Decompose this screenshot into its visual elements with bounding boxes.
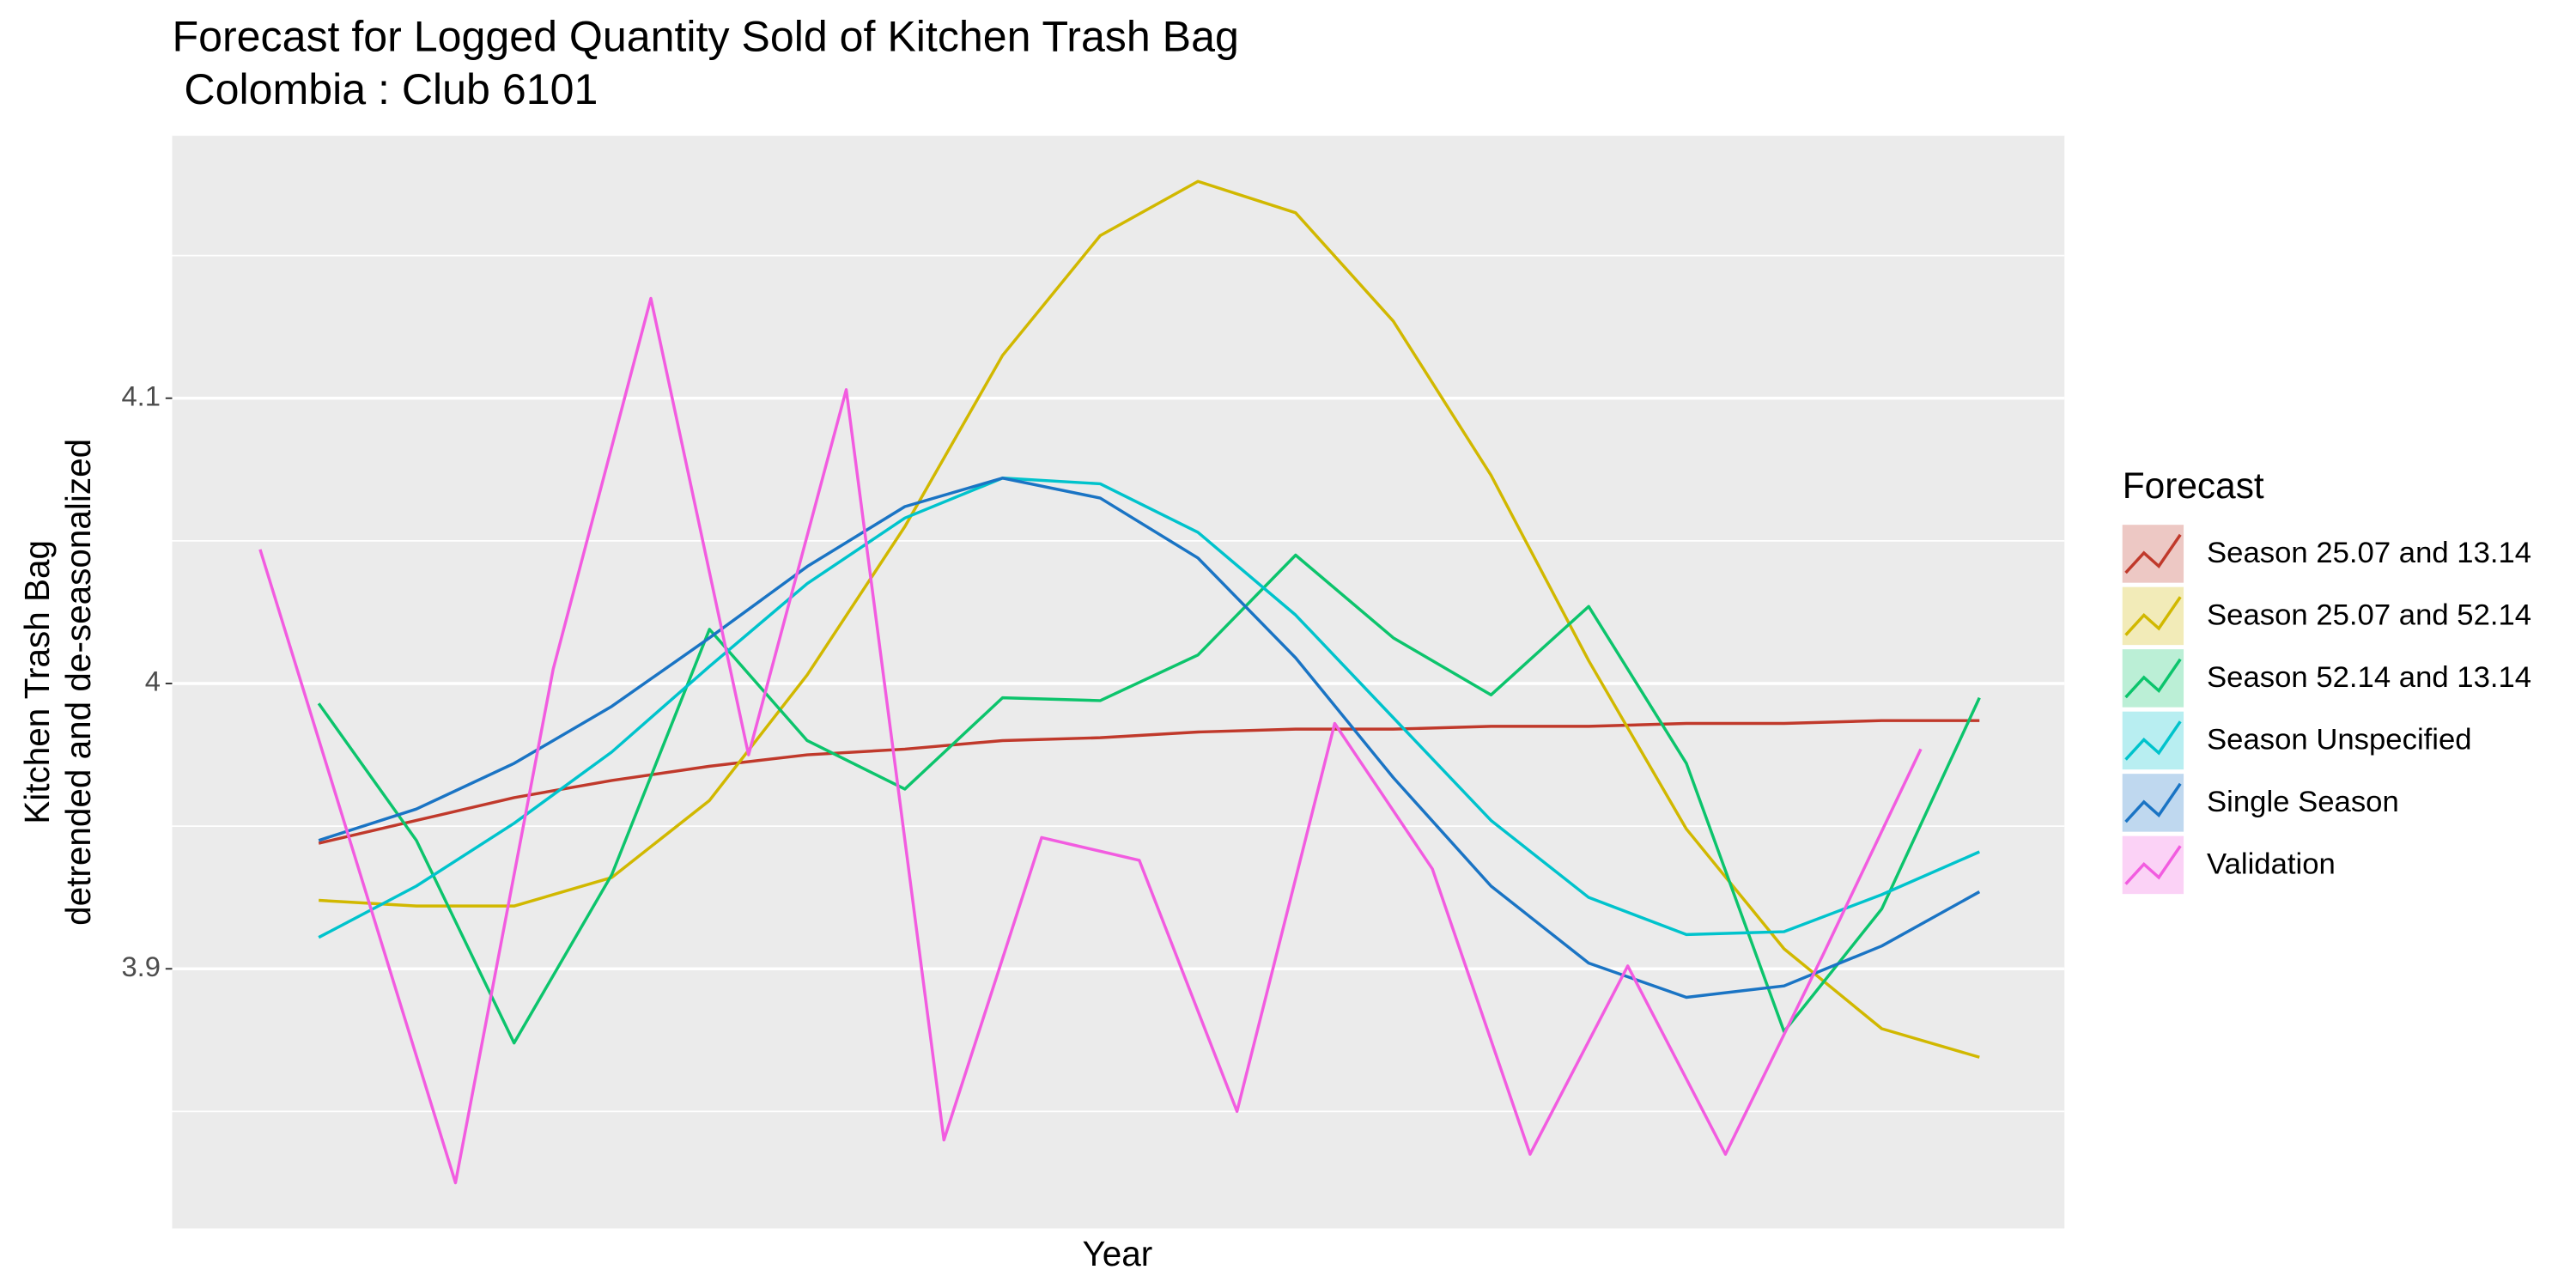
series-line: [319, 179, 1980, 1059]
legend-key-fill: [2122, 774, 2184, 832]
y-tick-label: 4: [145, 665, 161, 697]
legend-label: Season Unspecified: [2207, 724, 2472, 756]
series-line: [318, 477, 1981, 999]
legend-label: Validation: [2207, 848, 2336, 881]
legend-key-line: [2124, 720, 2182, 761]
chart-title: Forecast for Logged Quantity Sold of Kit…: [173, 13, 1239, 61]
legend-label: Season 52.14 and 13.14: [2207, 661, 2531, 694]
legend-key-line: [2124, 782, 2182, 823]
legend-label: Season 25.07 and 52.14: [2207, 599, 2531, 632]
series-line: [318, 477, 1980, 939]
chart-subtitle: Colombia : Club 6101: [173, 65, 598, 113]
legend-key-fill: [2122, 835, 2184, 895]
series-line: [318, 719, 1980, 845]
legend-key-line: [2124, 596, 2182, 636]
y-axis-label: detrended and de-seasonalized: [58, 439, 98, 926]
x-axis-label: Year: [1083, 1234, 1153, 1273]
series-line: [258, 296, 1923, 1185]
legend-key-line: [2124, 845, 2182, 885]
y-tick-label: 4.1: [121, 380, 161, 411]
legend-label: Season 25.07 and 13.14: [2207, 537, 2531, 569]
legend-label: Single Season: [2207, 786, 2399, 818]
legend-key-fill: [2122, 649, 2184, 708]
legend-key-line: [2124, 658, 2182, 699]
legend-key-fill: [2122, 525, 2184, 583]
y-axis-label: Kitchen Trash Bag: [17, 540, 57, 824]
legend-key-line: [2124, 533, 2182, 574]
legend-key-fill: [2122, 711, 2184, 770]
series-line: [317, 553, 1981, 1045]
y-tick-label: 3.9: [121, 951, 161, 982]
legend-key-fill: [2122, 586, 2184, 646]
legend-title: Forecast: [2123, 465, 2264, 506]
